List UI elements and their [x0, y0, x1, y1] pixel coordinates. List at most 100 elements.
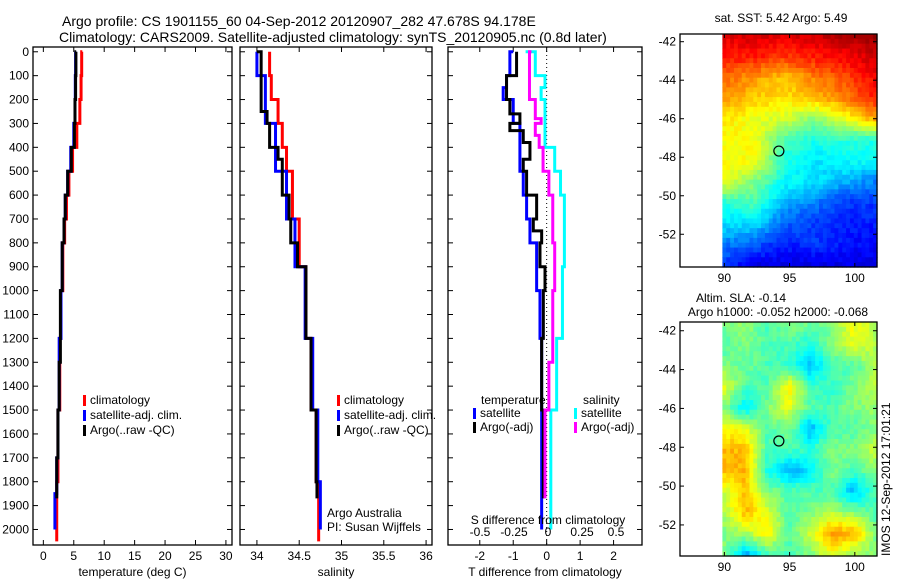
heatmap-cell	[799, 331, 805, 338]
heatmap-cell	[730, 63, 735, 69]
heatmap-cell	[730, 356, 735, 362]
heatmap-cell	[753, 385, 758, 391]
heatmap-cell	[826, 361, 832, 367]
heatmap-cell	[853, 482, 859, 489]
heatmap-cell	[869, 341, 874, 347]
heatmap-cell	[846, 247, 851, 254]
heatmap-cell	[826, 336, 832, 343]
heatmap-cell	[780, 400, 785, 406]
heatmap-cell	[873, 43, 878, 50]
heatmap-cell	[788, 145, 793, 152]
heatmap-cell	[819, 419, 824, 425]
heatmap-cell	[730, 361, 735, 367]
heatmap-cell	[749, 43, 754, 50]
heatmap-cell	[811, 160, 816, 166]
heatmap-cell	[745, 179, 751, 186]
heatmap-cell	[768, 370, 774, 377]
heatmap-cell	[761, 361, 766, 367]
heatmap-cell	[734, 507, 739, 513]
heatmap-cell	[757, 53, 762, 59]
heatmap-cell	[846, 77, 851, 84]
heatmap-cell	[741, 463, 747, 469]
heatmap-cell	[873, 375, 878, 382]
heatmap-cell	[826, 165, 832, 171]
heatmap-cell	[819, 247, 824, 254]
heatmap-cell	[865, 233, 870, 239]
heatmap-cell	[741, 58, 747, 64]
heatmap-cell	[873, 121, 878, 127]
heatmap-cell	[722, 92, 727, 98]
heatmap-cell	[772, 101, 778, 108]
heatmap-cell	[772, 521, 778, 528]
heatmap-cell	[776, 390, 781, 396]
heatmap-cell	[842, 341, 847, 347]
legend-t-satellite-label: satellite	[480, 406, 521, 420]
heatmap-cell	[784, 526, 789, 533]
heatmap-cell	[757, 478, 762, 484]
heatmap-cell	[819, 351, 824, 357]
heatmap-cell	[776, 199, 781, 205]
heatmap-cell	[776, 434, 781, 440]
heatmap-cell	[757, 169, 762, 176]
heatmap-cell	[745, 223, 751, 229]
heatmap-cell	[741, 326, 747, 333]
heatmap-cell	[838, 101, 843, 108]
heatmap-cell	[734, 92, 739, 98]
heatmap-cell	[865, 194, 870, 200]
heatmap-cell	[768, 395, 774, 401]
heatmap-cell	[741, 478, 747, 484]
heatmap-cell	[757, 131, 762, 137]
heatmap-cell	[873, 390, 878, 396]
heatmap-cell	[768, 536, 774, 542]
heatmap-cell	[730, 247, 735, 254]
heatmap-cell	[753, 361, 758, 367]
heatmap-cell	[815, 233, 820, 239]
heatmap-cell	[784, 223, 789, 229]
heatmap-cell	[842, 487, 847, 494]
heatmap-cell	[869, 400, 874, 406]
heatmap-cell	[776, 194, 781, 200]
heatmap-cell	[726, 199, 731, 205]
heatmap-cell	[815, 468, 820, 474]
heatmap-cell	[753, 448, 758, 455]
map-y-tick-label: -44	[659, 363, 677, 377]
heatmap-cell	[849, 140, 855, 147]
heatmap-cell	[861, 482, 866, 489]
heatmap-cell	[819, 341, 824, 347]
heatmap-cell	[830, 34, 836, 40]
heatmap-cell	[764, 531, 770, 538]
heatmap-cell	[757, 194, 762, 200]
heatmap-cell	[815, 385, 820, 391]
heatmap-cell	[857, 97, 863, 103]
heatmap-cell	[842, 482, 847, 489]
heatmap-cell	[822, 526, 828, 533]
heatmap-cell	[834, 247, 839, 254]
heatmap-cell	[776, 512, 781, 518]
heatmap-cell	[776, 346, 781, 352]
heatmap-cell	[780, 252, 785, 258]
heatmap-cell	[734, 174, 739, 181]
heatmap-cell	[846, 48, 851, 55]
heatmap-cell	[764, 135, 770, 142]
heatmap-cell	[846, 140, 851, 147]
heatmap-cell	[772, 48, 778, 55]
heatmap-cell	[741, 72, 747, 79]
heatmap-cell	[734, 223, 739, 229]
heatmap-cell	[730, 48, 735, 55]
heatmap-cell	[834, 380, 839, 386]
heatmap-cell	[838, 521, 843, 528]
heatmap-cell	[737, 150, 743, 156]
heatmap-cell	[803, 247, 809, 254]
heatmap-cell	[853, 67, 859, 74]
heatmap-cell	[788, 237, 793, 244]
heatmap-cell	[819, 174, 824, 181]
heatmap-cell	[784, 507, 789, 513]
heatmap-cell	[873, 106, 878, 113]
heatmap-cell	[861, 87, 866, 93]
heatmap-cell	[807, 404, 812, 411]
heatmap-cell	[822, 218, 828, 224]
heatmap-cell	[737, 526, 743, 533]
heatmap-cell	[807, 463, 812, 469]
x-tick-label: 15	[128, 549, 142, 563]
heatmap-cell	[753, 336, 758, 343]
